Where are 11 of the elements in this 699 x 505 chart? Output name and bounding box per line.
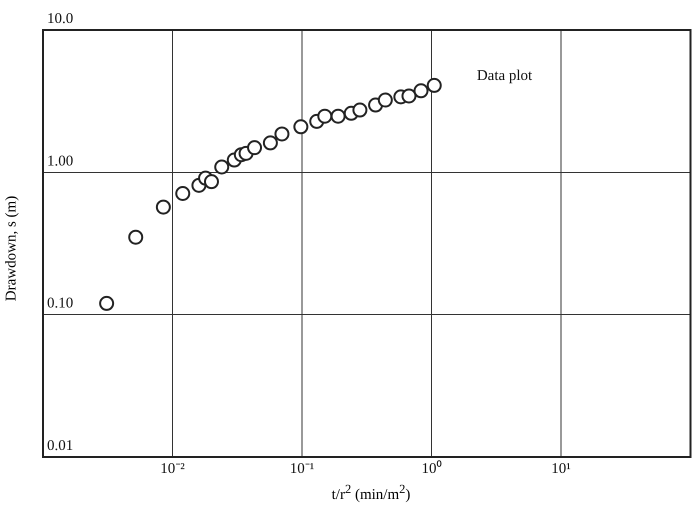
y-axis-title: Drawdown, s (m) (4, 194, 20, 304)
x-tick-label: 10⁻² (160, 460, 186, 477)
y-tick-label: 0.10 (47, 296, 74, 312)
x-tick-label: 10¹ (551, 460, 571, 477)
x-tick-label: 10⁰ (422, 460, 442, 477)
x-axis-title: t/r$^{2}$ (min/m$^{2}$) (330, 482, 412, 504)
y-tick-label: 1.00 (47, 153, 74, 170)
x-tick-label: 10⁻¹ (290, 460, 314, 477)
y-tick-label: 0.01 (47, 438, 74, 454)
y-tick-label: 10.0 (47, 10, 74, 27)
annotation: Data plot (476, 68, 534, 84)
